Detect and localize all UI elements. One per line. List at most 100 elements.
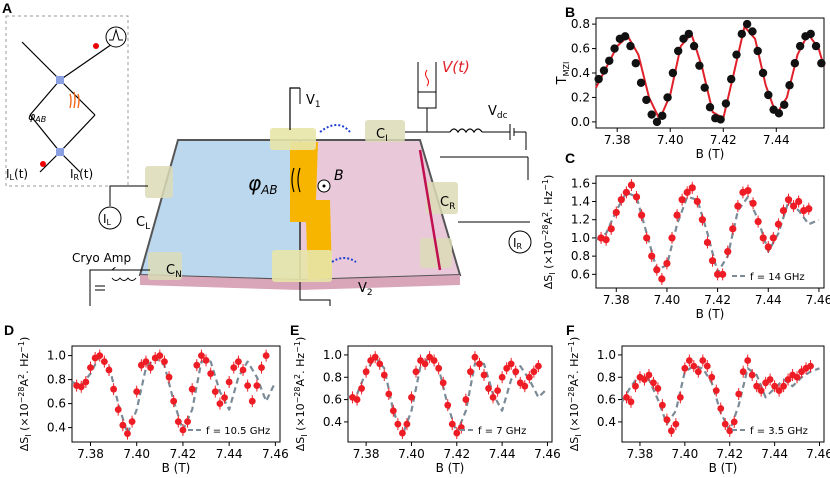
y-axis-label-part: A	[294, 378, 307, 386]
data-point	[244, 382, 252, 389]
data-point	[739, 368, 747, 376]
plot-frame	[621, 345, 825, 443]
x-tick-label: 7.44	[216, 447, 243, 461]
y-tick-label: 0.4	[571, 66, 590, 80]
data-point	[764, 90, 773, 100]
data-point	[759, 234, 767, 242]
data-point	[507, 360, 515, 368]
data-point	[793, 373, 801, 381]
data-point	[703, 362, 711, 370]
y-axis-label-part: 2	[567, 374, 576, 379]
y-tick-label: 0.6	[571, 42, 590, 56]
data-point	[389, 407, 397, 415]
data-point	[439, 379, 447, 387]
y-axis-label-part: −28	[293, 386, 302, 403]
x-tick-label: 7.46	[806, 447, 830, 461]
data-point	[430, 357, 438, 364]
data-point	[811, 41, 821, 51]
data-point	[779, 207, 788, 215]
y-axis-label-part: (×10	[568, 403, 581, 434]
data-point	[193, 361, 201, 369]
data-point	[599, 66, 609, 75]
data-point	[626, 41, 635, 51]
y-tick-label: 1.0	[47, 349, 66, 363]
data-point	[789, 371, 796, 379]
y-axis-label-part: )	[18, 337, 31, 341]
data-point	[764, 243, 772, 251]
data-point	[96, 352, 104, 359]
data-point	[394, 420, 402, 428]
data-point	[207, 370, 215, 377]
y-axis-label-part: I	[574, 434, 583, 436]
panel-label-a: A	[2, 0, 13, 16]
data-point	[672, 420, 680, 428]
data-point	[729, 225, 737, 233]
plot-frame	[595, 175, 825, 289]
device-schematic: φAB IL(t) IR(t)	[5, 15, 532, 306]
data-point	[632, 193, 641, 201]
data-point	[165, 373, 173, 381]
x-axis-label: B (T)	[709, 461, 738, 475]
x-tick-label: 7.44	[761, 447, 788, 461]
x-axis-label: B (T)	[436, 461, 465, 475]
data-point	[716, 115, 725, 124]
data-point	[385, 390, 393, 398]
data-point	[694, 368, 702, 376]
data-point	[142, 358, 150, 365]
data-point	[774, 109, 784, 118]
data-point	[638, 211, 646, 219]
y-tick-label: 1.2	[571, 213, 590, 227]
data-point	[668, 68, 678, 78]
data-point	[521, 382, 529, 390]
data-point	[349, 393, 356, 401]
data-point	[198, 352, 205, 359]
data-point	[612, 208, 620, 217]
y-tick-label: 0.8	[597, 370, 616, 384]
data-point	[688, 184, 696, 192]
y-axis-label-part: (×10	[18, 403, 31, 434]
data-point	[128, 418, 136, 425]
cryo-amp-label: Cryo Amp	[72, 251, 131, 265]
cr-label: CR	[440, 195, 455, 212]
y-tick-label: 0.8	[323, 370, 342, 384]
x-tick-label: 7.42	[170, 447, 197, 461]
data-point	[239, 366, 247, 374]
data-point	[795, 41, 805, 51]
y-tick-label: 0.0	[571, 115, 590, 129]
x-tick-label: 7.44	[755, 293, 782, 307]
data-point	[790, 59, 800, 68]
data-point	[681, 364, 689, 372]
data-point	[408, 393, 415, 401]
data-point	[435, 364, 443, 372]
x-tick-label: 7.38	[627, 447, 654, 461]
data-point	[801, 32, 810, 41]
data-point	[744, 357, 752, 364]
y-axis-label-part: . Hz	[18, 353, 31, 374]
y-axis-label-part: I	[24, 434, 33, 436]
y-axis-label-part: 2	[17, 374, 26, 379]
data-point	[137, 361, 145, 369]
legend-label: f = 3.5 GHz	[750, 426, 808, 437]
data-point	[802, 364, 810, 372]
y-tick-label: 1.0	[323, 348, 342, 362]
data-point	[358, 385, 365, 392]
data-point	[494, 387, 501, 395]
data-point	[620, 32, 630, 41]
vt-label: V(t)	[442, 58, 470, 76]
data-point	[663, 259, 671, 268]
panel-label-c: C	[565, 150, 576, 166]
fit-line	[71, 354, 277, 435]
data-point	[100, 358, 108, 365]
data-point	[642, 95, 651, 105]
data-point	[170, 397, 178, 405]
data-point	[735, 390, 743, 398]
data-point	[225, 378, 233, 386]
inset-il-label: IL(t)	[6, 167, 28, 182]
data-point	[698, 216, 707, 224]
data-point	[417, 357, 424, 364]
y-axis-label-part: −1	[567, 341, 576, 353]
data-point	[448, 420, 456, 428]
panel-label-f: F	[566, 322, 575, 338]
data-point	[235, 358, 242, 365]
y-axis-label: ΔSI (×10−28A2. Hz−1)	[17, 337, 33, 452]
